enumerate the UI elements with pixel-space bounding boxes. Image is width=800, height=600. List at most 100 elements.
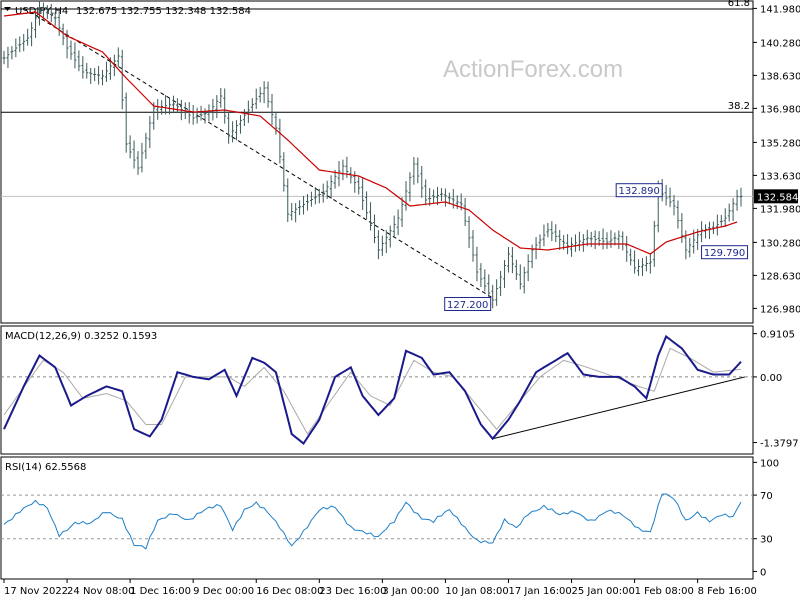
price-bar [45,5,49,19]
price-bar [238,115,242,134]
price-bar [116,47,120,68]
price-bar [2,50,6,65]
price-bar [731,198,735,221]
price-bar [171,95,175,114]
price-bar [242,109,246,126]
price-bar [372,214,376,244]
price-bar [120,49,124,110]
price-bar [302,195,306,215]
price-bar [309,191,313,207]
price-bar [73,42,77,69]
price-bar [522,266,526,294]
x-tick-label: 25 Jan 00:00 [572,586,635,597]
price-bar [305,194,309,211]
price-annotation-label: 132.890 [618,186,659,197]
price-bar [85,62,89,79]
price-bar [633,250,637,274]
price-bar [274,111,278,135]
price-bar [637,259,641,276]
price-bar [432,189,436,204]
price-bar [10,46,14,60]
price-bar [542,224,546,247]
fib-label-0: 61.8 [728,0,750,9]
x-tick-label: 16 Dec 08:00 [256,586,323,597]
price-bar [487,274,491,301]
price-bar [136,151,140,175]
price-bar [313,186,317,205]
macd-panel-frame [0,325,754,455]
price-bar [443,188,447,207]
price-bar [262,81,266,104]
price-bar [18,36,22,53]
price-bar [388,225,392,248]
price-bar [14,38,18,58]
x-tick-label: 24 Nov 08:00 [67,586,134,597]
price-bar [278,118,282,164]
price-bar [479,263,483,288]
price-bar [132,140,136,169]
price-bar [250,98,254,113]
price-bar [148,116,152,149]
y-tick-label: 141.980 [760,4,800,15]
price-bar [404,181,408,211]
price-bar [546,222,550,238]
price-bar [723,208,727,227]
price-bar [321,183,325,203]
price-bar [254,88,258,110]
price-bar [680,213,684,244]
price-bar [672,195,676,216]
price-bar [739,187,743,207]
price-bar [231,121,235,143]
price-bar [436,186,440,206]
price-bar [719,214,723,227]
price-bar [416,157,420,184]
price-bar [294,203,298,223]
price-bar [97,65,101,85]
price-bar [735,189,739,211]
price-bar [491,284,495,309]
price-bar [369,202,373,231]
y-tick-label: 133.630 [760,171,800,182]
price-bar [550,221,554,242]
price-bar [640,258,644,276]
price-annotation-box [701,245,749,260]
price-bar [69,40,73,60]
price-bar [676,200,680,229]
price-bar [207,104,211,122]
price-bar [585,229,589,247]
chart-labels: 132.890 129.790 127.200 [444,183,749,311]
price-bar [37,0,41,26]
current-price-box [754,189,798,204]
price-bar [400,197,404,227]
price-bar [227,111,231,144]
price-bar [581,234,585,252]
y-tick-label: 0.00 [760,373,782,384]
price-bar [392,215,396,239]
price-bar [30,22,34,47]
price-bar [175,98,179,113]
price-bar [333,169,337,189]
price-bar [26,28,30,46]
price-bar [104,61,108,82]
price-bar [258,86,262,103]
macd-trendline [492,376,746,440]
price-bar [140,142,144,173]
price-bar [361,177,365,211]
price-bar [223,88,227,124]
y-tick-label: 130.280 [760,238,800,249]
moving-average-line [3,11,738,255]
price-bar [700,221,704,243]
price-bar [506,246,510,273]
price-bar [376,230,380,260]
price-bar [420,165,424,198]
price-bar [570,237,574,257]
price-bar [380,235,384,256]
price-bar [589,231,593,248]
price-bar [424,179,428,206]
macd-signal-line [3,347,742,435]
axis-labels: 132.584 141.980 140.280 138.630 136.980 135.2… [3,4,800,597]
price-bar [298,200,302,216]
x-tick-label: 1 Dec 16:00 [130,586,191,597]
price-bar [219,87,223,108]
price-bar [337,160,341,187]
